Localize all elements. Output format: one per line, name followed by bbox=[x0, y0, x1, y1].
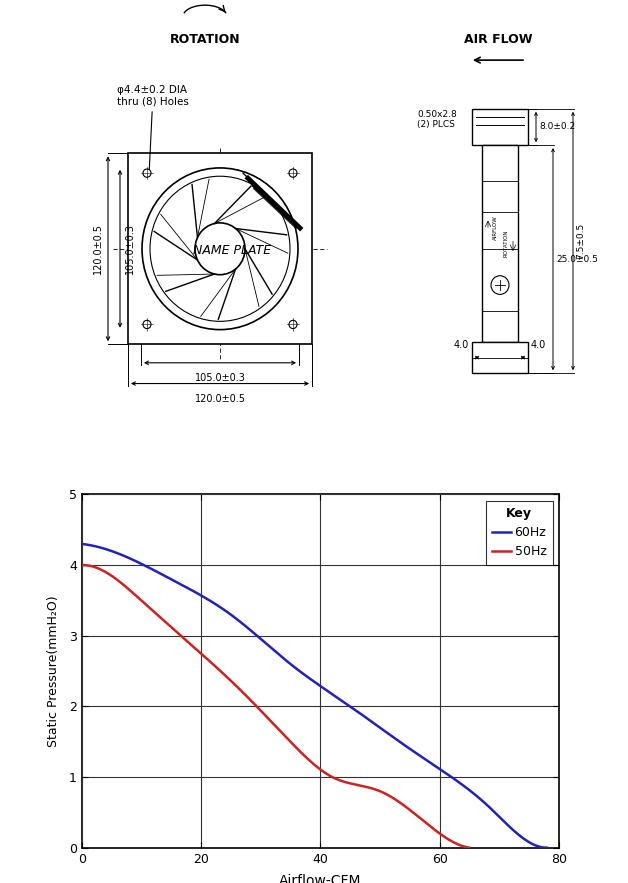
Text: ROTATION: ROTATION bbox=[170, 33, 241, 46]
Bar bbox=[128, 154, 312, 344]
Text: 0.50x2.8
(2) PLCS: 0.50x2.8 (2) PLCS bbox=[417, 109, 457, 129]
Text: 8.0±0.2: 8.0±0.2 bbox=[539, 123, 575, 132]
Text: 105.0±0.3: 105.0±0.3 bbox=[195, 374, 246, 383]
Circle shape bbox=[289, 321, 297, 328]
Text: AIR FLOW: AIR FLOW bbox=[463, 33, 533, 46]
Text: ROTATION: ROTATION bbox=[504, 230, 509, 257]
Circle shape bbox=[143, 169, 151, 177]
Circle shape bbox=[195, 223, 245, 275]
Text: 25.0±0.5: 25.0±0.5 bbox=[556, 254, 598, 264]
Circle shape bbox=[491, 275, 509, 294]
Text: 120.0±0.5: 120.0±0.5 bbox=[195, 394, 246, 404]
Y-axis label: Static Pressure(mmH₂O): Static Pressure(mmH₂O) bbox=[48, 595, 60, 747]
Circle shape bbox=[289, 169, 297, 177]
Legend: 60Hz, 50Hz: 60Hz, 50Hz bbox=[486, 501, 553, 565]
Text: AIRFLOW: AIRFLOW bbox=[492, 215, 497, 240]
Text: 4.0: 4.0 bbox=[531, 340, 546, 351]
Bar bbox=[472, 342, 528, 374]
Bar bbox=[482, 145, 518, 342]
Circle shape bbox=[142, 168, 298, 329]
Text: NAME PLATE: NAME PLATE bbox=[193, 245, 271, 257]
Text: 105.0±0.3: 105.0±0.3 bbox=[125, 223, 135, 275]
Text: 120.0±0.5: 120.0±0.5 bbox=[93, 223, 103, 275]
Text: 4.0: 4.0 bbox=[454, 340, 469, 351]
Text: 7.5±0.5: 7.5±0.5 bbox=[576, 223, 585, 259]
X-axis label: Airflow-CFM: Airflow-CFM bbox=[279, 874, 362, 883]
Circle shape bbox=[143, 321, 151, 328]
Text: φ4.4±0.2 DIA
thru (8) Holes: φ4.4±0.2 DIA thru (8) Holes bbox=[117, 85, 189, 172]
Bar bbox=[472, 109, 528, 145]
Circle shape bbox=[150, 177, 290, 321]
